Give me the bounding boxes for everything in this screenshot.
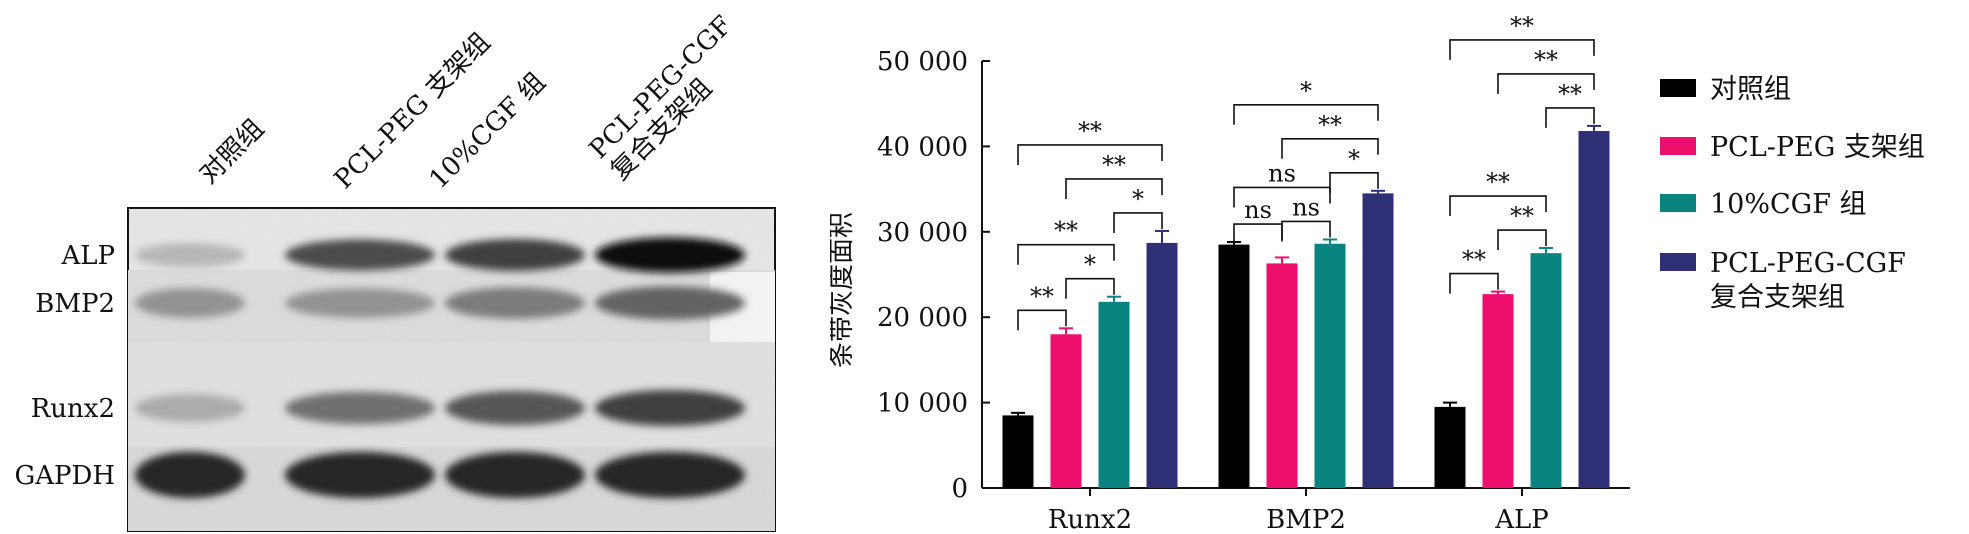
blot-band (135, 288, 245, 318)
legend-label: 对照组 (1710, 74, 1791, 105)
significance-bracket (1497, 229, 1547, 251)
significance-bracket (1065, 178, 1163, 199)
y-tick-label: 20 000 (877, 303, 968, 333)
bar (1218, 244, 1250, 488)
legend-label: PCL-PEG-CGF 复合支架组 (1710, 248, 1906, 313)
significance-label: ** (1030, 282, 1054, 310)
y-tick-label: 50 000 (877, 47, 968, 77)
significance-bracket (1281, 138, 1379, 159)
significance-label: ns (1244, 196, 1272, 224)
significance-bracket (1449, 39, 1595, 60)
significance-label: ** (1102, 151, 1126, 179)
legend-swatch (1660, 194, 1696, 212)
blot-band (445, 451, 585, 499)
significance-label: * (1348, 145, 1360, 173)
blot-band (285, 288, 435, 318)
significance-bracket (1329, 172, 1379, 193)
blot-band (595, 237, 745, 273)
bar (1098, 301, 1130, 488)
y-tick-label: 30 000 (877, 218, 968, 248)
x-tick-label: Runx2 (1048, 505, 1132, 534)
blot-band (445, 390, 585, 426)
significance-bracket (1065, 277, 1115, 299)
significance-bracket (1497, 73, 1595, 94)
significance-label: ** (1054, 217, 1078, 245)
legend-label: PCL-PEG 支架组 (1710, 132, 1925, 163)
bar (1578, 131, 1610, 488)
blot-band (285, 451, 435, 499)
significance-bracket (1113, 212, 1163, 233)
legend-swatch (1660, 79, 1696, 97)
legend-swatch (1660, 253, 1696, 271)
significance-label: ** (1486, 168, 1510, 196)
blot-lane-label: PCL-PEG-CGF复合支架组 (584, 10, 760, 186)
blot-row-label: GAPDH (14, 461, 115, 491)
blot-band (595, 451, 745, 499)
y-tick-label: 40 000 (877, 132, 968, 162)
bar-chart: 条带灰度面积 0 10 000 20 000 30 000 40 000 50 000 R… (830, 12, 1925, 534)
significance-bracket (1281, 220, 1331, 242)
significance-label: ns (1292, 193, 1320, 221)
significance-label: * (1132, 185, 1144, 213)
significance-bracket (1449, 272, 1499, 294)
bar (1434, 406, 1466, 488)
bar (1146, 242, 1178, 488)
bar (1482, 294, 1514, 488)
significance-bracket (1017, 144, 1163, 165)
significance-label: ** (1510, 202, 1534, 230)
significance-label: ** (1078, 117, 1102, 145)
significance-label: ns (1268, 159, 1296, 187)
blot-band (135, 243, 245, 267)
blot-band (445, 287, 585, 319)
bar (1266, 263, 1298, 488)
y-axis-label: 条带灰度面积 (830, 212, 857, 368)
x-tick-label: BMP2 (1266, 505, 1346, 534)
blot-row-label: Runx2 (31, 394, 115, 424)
blot-lane-label: PCL-PEG 支架组 (329, 27, 497, 195)
bar (1362, 193, 1394, 488)
blot-lane-label: 对照组 (194, 114, 270, 190)
blot-band (285, 239, 435, 271)
y-axis: 0 10 000 20 000 30 000 40 000 50 000 (877, 47, 990, 504)
blot-band (135, 394, 245, 422)
legend-swatch (1660, 137, 1696, 155)
significance-bracket (1449, 195, 1547, 217)
significance-label: ** (1462, 246, 1486, 274)
blot-band (285, 391, 435, 425)
significance-bracket (1233, 104, 1379, 125)
significance-bracket (1017, 309, 1067, 331)
bar (1050, 334, 1082, 488)
x-tick-label: ALP (1494, 505, 1549, 534)
significance-label: ** (1558, 80, 1582, 108)
blot-row-label: ALP (60, 241, 115, 271)
significance-bracket (1017, 243, 1115, 265)
bar (1002, 415, 1034, 488)
blot-band (445, 239, 585, 271)
x-axis: Runx2 BMP2 ALP (982, 487, 1630, 534)
significance-label: * (1084, 251, 1096, 279)
significance-label: ** (1534, 46, 1558, 74)
significance-bracket (1233, 186, 1331, 208)
y-tick-label: 0 (951, 474, 968, 504)
y-tick-label: 10 000 (877, 389, 968, 419)
significance-bracket (1233, 223, 1283, 245)
blot-band (595, 390, 745, 426)
blot-band (595, 286, 745, 320)
bar (1314, 243, 1346, 488)
blot-band (135, 451, 245, 499)
legend: 对照组 PCL-PEG 支架组 10%CGF 组 PCL-PEG-CGF 复合支架组 (1660, 74, 1925, 313)
legend-label: 10%CGF 组 (1710, 189, 1867, 220)
significance-label: ** (1318, 111, 1342, 139)
bar (1530, 253, 1562, 488)
blot-row-label: BMP2 (35, 289, 115, 319)
significance-label: * (1300, 77, 1312, 105)
significance-bracket (1545, 107, 1595, 128)
significance-label: ** (1510, 12, 1534, 40)
